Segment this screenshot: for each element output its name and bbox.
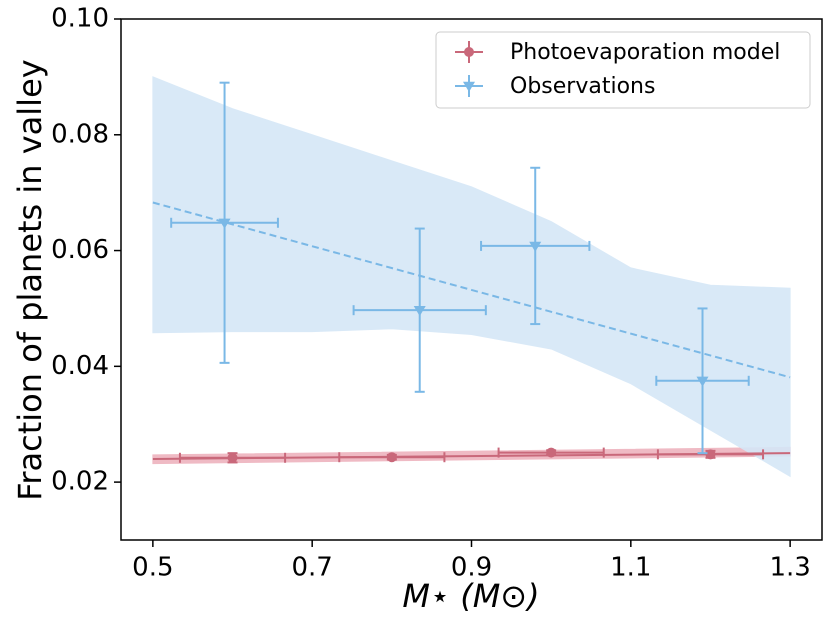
marker [463, 81, 475, 92]
marker [546, 447, 557, 458]
confidence-band [152, 76, 791, 478]
y-tick-label: 0.08 [51, 119, 109, 149]
legend-label: Photoevaporation model [510, 40, 780, 65]
marker [227, 452, 238, 463]
x-tick-label: 0.5 [132, 553, 173, 583]
y-tick-label: 0.02 [51, 467, 109, 497]
marker [413, 305, 426, 317]
x-tick-label: 0.7 [292, 553, 333, 583]
y-tick-label: 0.10 [51, 4, 109, 34]
fit-line [152, 201, 791, 379]
legend: Photoevaporation model Observations [435, 31, 811, 109]
x-tick-label: 1.3 [769, 553, 810, 583]
legend-label: Observations [510, 74, 655, 99]
marker [464, 47, 474, 57]
legend-box [435, 31, 811, 109]
marker [705, 449, 716, 460]
y-tick-label: 0.06 [51, 235, 109, 265]
x-axis-label: M⋆ (M⊙) [402, 577, 539, 615]
marker [696, 376, 709, 387]
x-tick-label: 0.9 [451, 553, 492, 583]
y-axis-label: Fraction of planets in valley [11, 59, 49, 500]
marker [529, 241, 542, 252]
marker [386, 452, 397, 463]
y-tick-label: 0.04 [51, 351, 109, 381]
marker [218, 218, 231, 229]
x-tick-label: 1.1 [610, 553, 651, 583]
